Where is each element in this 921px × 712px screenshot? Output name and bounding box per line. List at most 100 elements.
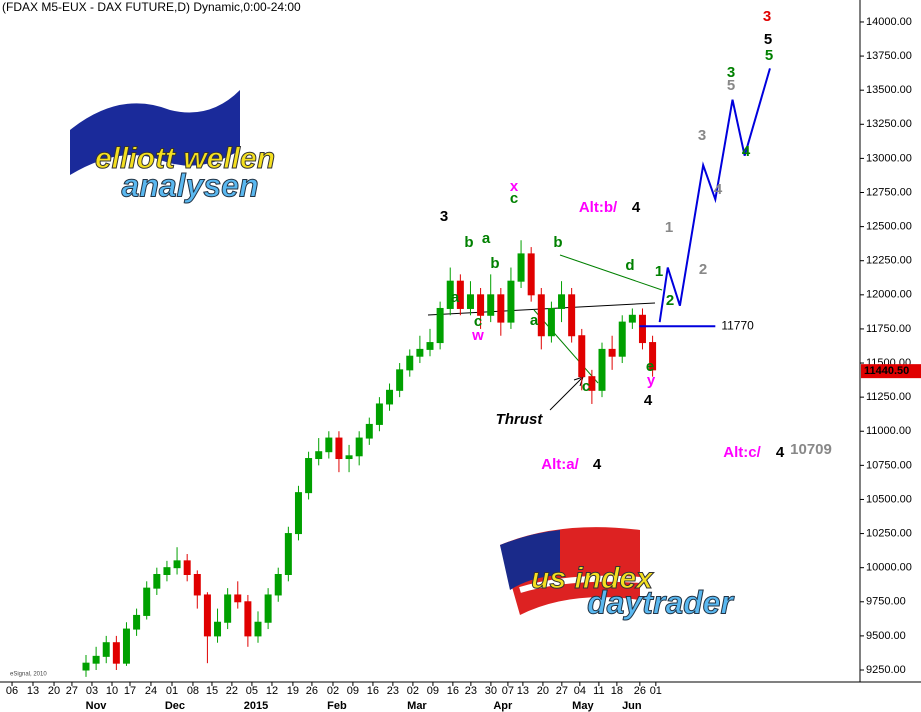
wave-label: 3 xyxy=(440,208,448,225)
candle-body xyxy=(547,307,555,337)
y-tick-label: 9750.00 xyxy=(866,596,906,608)
candle-body xyxy=(446,280,454,309)
y-tick-label: 13000.00 xyxy=(866,152,912,164)
candle-body xyxy=(345,455,353,460)
wave-label: 4 xyxy=(714,181,723,198)
x-tick-label: 02 xyxy=(407,685,419,697)
wave-label: 3 xyxy=(763,8,771,25)
candle-body xyxy=(497,294,505,323)
candle-body xyxy=(163,567,171,575)
candle-body xyxy=(102,642,110,657)
candle-body xyxy=(325,437,333,453)
candle-body xyxy=(628,314,636,323)
candle-body xyxy=(183,560,191,575)
wave-label: x xyxy=(510,178,519,195)
wave-label: y xyxy=(647,372,656,389)
candle-body xyxy=(436,307,444,344)
wave-label: 2 xyxy=(666,292,674,309)
candle-body xyxy=(487,294,495,316)
candle-body xyxy=(234,594,242,603)
x-tick-label: 02 xyxy=(327,685,339,697)
candle-body xyxy=(305,458,313,494)
wave-label: a xyxy=(451,289,460,306)
candle-body xyxy=(426,342,434,350)
y-tick-label: 11000.00 xyxy=(866,425,911,437)
projection-line xyxy=(658,68,771,323)
month-label: Apr xyxy=(493,700,513,712)
wave-label: c xyxy=(474,313,482,330)
candle-body xyxy=(466,294,474,309)
x-tick-label: 13 xyxy=(517,685,529,697)
x-tick-label: 30 xyxy=(485,685,497,697)
candle-body xyxy=(92,655,100,664)
candle-body xyxy=(335,437,343,460)
logo-text: analysen xyxy=(122,167,259,203)
x-tick-label: 09 xyxy=(427,685,439,697)
x-tick-label: 20 xyxy=(48,685,60,697)
candle-body xyxy=(517,253,525,282)
candle-body xyxy=(578,335,586,378)
candle-body xyxy=(274,573,282,596)
wave-label: b xyxy=(553,234,562,251)
candle-body xyxy=(649,342,657,371)
candle-body xyxy=(618,321,626,357)
x-tick-label: 08 xyxy=(187,685,199,697)
candle-body xyxy=(537,294,545,337)
header: (FDAX M5-EUX - DAX FUTURE,D) Dynamic,0:0… xyxy=(2,0,301,14)
candle-body xyxy=(193,573,201,596)
y-tick-label: 10250.00 xyxy=(866,527,912,539)
x-tick-label: 01 xyxy=(166,685,178,697)
wave-label: a xyxy=(530,312,539,329)
wave-label: 4 xyxy=(644,392,653,409)
x-tick-label: 13 xyxy=(27,685,39,697)
x-tick-label: 27 xyxy=(66,685,78,697)
candle-body xyxy=(264,594,272,623)
candle-body xyxy=(608,348,616,357)
candle-body xyxy=(315,451,323,460)
wave-label: b xyxy=(490,255,499,272)
y-tick-label: 10000.00 xyxy=(866,562,912,574)
wave-label: w xyxy=(471,327,484,344)
candle-body xyxy=(386,389,394,405)
x-tick-label: 05 xyxy=(246,685,258,697)
y-tick-label: 10500.00 xyxy=(866,493,912,505)
x-tick-label: 12 xyxy=(266,685,278,697)
wave-label: a xyxy=(482,230,491,247)
wave-label: 4 xyxy=(776,444,785,461)
wave-label: 4 xyxy=(742,143,751,160)
wave-label: 4 xyxy=(593,456,602,473)
candle-body xyxy=(355,437,363,457)
wave-label: 5 xyxy=(765,47,773,64)
y-tick-label: 11250.00 xyxy=(866,391,911,403)
y-tick-label: 13500.00 xyxy=(866,84,912,96)
candle-body xyxy=(214,621,222,637)
x-tick-label: 18 xyxy=(611,685,623,697)
x-tick-label: 04 xyxy=(574,685,586,697)
candle-body xyxy=(82,662,90,671)
x-tick-label: 26 xyxy=(634,685,646,697)
y-tick-label: 9250.00 xyxy=(866,664,906,676)
x-tick-label: 06 xyxy=(6,685,18,697)
candle-body xyxy=(143,587,151,616)
candle-body xyxy=(416,348,424,357)
candle-body xyxy=(224,594,232,623)
candle-body xyxy=(365,423,373,439)
y-tick-label: 12000.00 xyxy=(866,289,912,301)
y-tick-label: 10750.00 xyxy=(866,459,912,471)
candle-body xyxy=(375,403,383,425)
x-tick-label: 11 xyxy=(593,685,604,697)
month-label: Nov xyxy=(86,700,108,712)
logo-text: daytrader xyxy=(587,584,734,620)
logo-elliott: elliott wellen analysen xyxy=(70,90,276,204)
y-tick-label: 13250.00 xyxy=(866,118,912,130)
candle-body xyxy=(112,642,120,664)
month-label: Feb xyxy=(327,700,347,712)
x-tick-label: 03 xyxy=(86,685,98,697)
candle-body xyxy=(133,614,141,630)
candle-body xyxy=(284,533,292,575)
x-tick-label: 10 xyxy=(106,685,118,697)
x-tick-label: 23 xyxy=(387,685,399,697)
wave-label: c xyxy=(582,378,590,395)
y-tick-label: 12750.00 xyxy=(866,186,912,198)
last-price-label: 11440.50 xyxy=(864,365,909,377)
